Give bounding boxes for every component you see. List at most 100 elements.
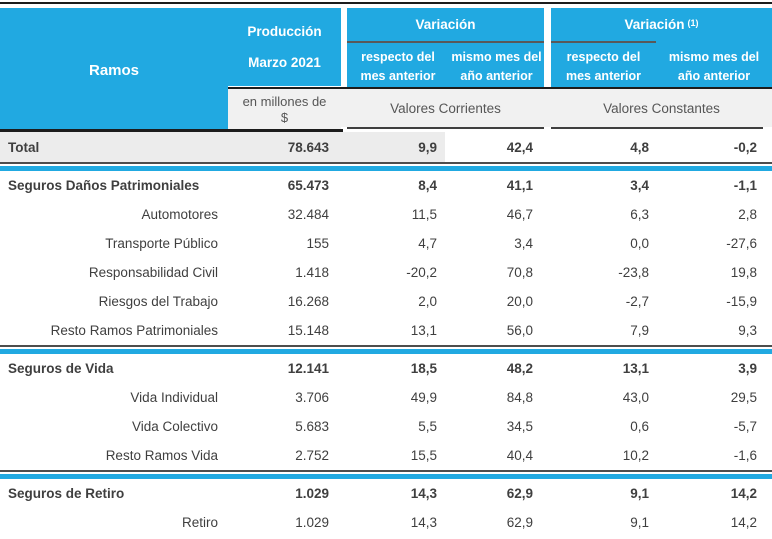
row-value: 46,7 <box>506 207 533 222</box>
divider-dark-line <box>0 162 772 164</box>
divider-dark-line <box>0 470 772 472</box>
row-label: Resto Ramos Vida <box>105 448 218 463</box>
variacion-underline <box>551 41 656 43</box>
row-label: Vida Colectivo <box>131 419 218 434</box>
row-label: Resto Ramos Patrimoniales <box>50 323 218 338</box>
row-value: 2,8 <box>738 207 757 222</box>
row-value: 155 <box>306 236 329 251</box>
unit-line1: en millones de <box>242 94 327 110</box>
row-value: 5,5 <box>418 419 437 434</box>
header-group-corrientes: Variación respecto del mes anterior mism… <box>347 8 544 88</box>
subcol-mismo-mes-anio-anterior: mismo mes del año anterior <box>449 46 544 88</box>
table-header: Ramos Producción Marzo 2021 Variación re… <box>0 0 772 132</box>
subcolumn-headers: respecto del mes anterior mismo mes del … <box>551 46 772 88</box>
row-value: 15,5 <box>410 448 437 463</box>
variacion-underline <box>347 41 544 43</box>
row-value: 70,8 <box>506 265 533 280</box>
row-value: 29,5 <box>730 390 757 405</box>
row-value: 20,0 <box>506 294 533 309</box>
subcol-line: respecto del <box>566 50 641 65</box>
subcol-respecto-mes-anterior: respecto del mes anterior <box>347 46 449 88</box>
row-value: 11,5 <box>411 207 437 222</box>
row-value: 3,9 <box>738 361 757 376</box>
header-ramos-label: Ramos <box>88 61 140 79</box>
divider-cyan-line <box>0 166 772 171</box>
row-value: 0,6 <box>630 419 649 434</box>
row-value: 19,8 <box>730 265 757 280</box>
row-value: 2.752 <box>295 448 329 463</box>
row-value: 2,0 <box>418 294 437 309</box>
table-row: Automotores 32.484 11,5 46,7 6,3 2,8 <box>0 200 772 229</box>
row-value: 18,5 <box>410 361 437 376</box>
header-produccion-line2: Marzo 2021 <box>248 55 321 70</box>
row-value: 62,9 <box>506 486 533 501</box>
row-value: 3,4 <box>514 236 533 251</box>
row-value: 32.484 <box>287 207 329 222</box>
header-unit: en millones de $ <box>228 89 341 131</box>
table-row: Seguros Daños Patrimoniales 65.473 8,4 41,1… <box>0 171 772 200</box>
row-value: -5,7 <box>733 419 757 434</box>
header-ramos: Ramos <box>0 8 228 132</box>
header-produccion: Producción Marzo 2021 <box>228 8 341 86</box>
variacion-title-text: Variación <box>624 16 685 32</box>
row-value: -0,2 <box>733 139 757 155</box>
subcol-line: año anterior <box>677 69 751 83</box>
row-value: 6,3 <box>630 207 649 222</box>
divider-cyan-line <box>0 349 772 354</box>
section-divider <box>0 470 772 479</box>
row-value: 84,8 <box>506 390 533 405</box>
table-row: Responsabilidad Civil 1.418 -20,2 70,8 -23,8… <box>0 258 772 287</box>
row-value: 8,4 <box>418 178 437 193</box>
valores-constantes-label: Valores Constantes <box>551 89 772 127</box>
row-value: 14,2 <box>730 515 757 530</box>
valores-constantes-underline <box>551 127 763 129</box>
row-value: -15,9 <box>726 294 757 309</box>
divider-dark-line <box>0 345 772 347</box>
table-row: Resto Ramos Patrimoniales 15.148 13,1 56,0 7… <box>0 316 772 345</box>
subcol-mismo-mes-anio-anterior: mismo mes del año anterior <box>656 46 772 88</box>
row-value: 9,1 <box>630 486 649 501</box>
table-row: Transporte Público 155 4,7 3,4 0,0 -27,6 <box>0 229 772 258</box>
subcol-line: mes anterior <box>565 69 642 83</box>
subcol-line: mismo mes del <box>451 50 542 65</box>
row-value: 14,3 <box>410 515 437 530</box>
header-variacion-constantes-title: Variación (1) <box>551 8 772 40</box>
row-value: 9,1 <box>630 515 649 530</box>
row-value: 34,5 <box>506 419 533 434</box>
unit-line2: $ <box>280 110 289 125</box>
row-value: 0,0 <box>630 236 649 251</box>
valores-text: Valores Corrientes <box>390 100 501 116</box>
row-value: 9,9 <box>418 139 437 155</box>
row-value: -20,2 <box>406 265 437 280</box>
divider-cyan-line <box>0 474 772 479</box>
table-row: Seguros de Retiro 1.029 14,3 62,9 9,1 14,2 <box>0 479 772 508</box>
row-label: Responsabilidad Civil <box>88 265 218 280</box>
subcol-line: respecto del <box>361 50 435 65</box>
row-label: Vida Individual <box>130 390 218 405</box>
row-value: 4,8 <box>630 139 649 155</box>
header-variacion-corrientes-title: Variación <box>347 8 544 40</box>
row-value: -23,8 <box>618 265 649 280</box>
row-label: Seguros de Vida <box>8 361 114 376</box>
row-label: Automotores <box>141 207 218 222</box>
variacion-footnote-marker: (1) <box>687 18 699 28</box>
subcol-line: año anterior <box>460 69 533 83</box>
table-row: Vida Individual 3.706 49,9 84,8 43,0 29,5 <box>0 383 772 412</box>
row-label: Seguros de Retiro <box>8 486 125 501</box>
table-row: Vida Colectivo 5.683 5,5 34,5 0,6 -5,7 <box>0 412 772 441</box>
row-value: 1.029 <box>295 486 329 501</box>
subcolumn-headers: respecto del mes anterior mismo mes del … <box>347 46 544 88</box>
table-row: Riesgos del Trabajo 16.268 2,0 20,0 -2,7 -15,… <box>0 287 772 316</box>
section-divider <box>0 345 772 354</box>
row-value: 56,0 <box>506 323 533 338</box>
subcol-respecto-mes-anterior: respecto del mes anterior <box>551 46 656 88</box>
row-value: 4,7 <box>418 236 437 251</box>
row-value: 1.029 <box>295 515 329 530</box>
row-value: -1,6 <box>733 448 757 463</box>
section-divider <box>0 162 772 171</box>
header-group-constantes: Variación (1) respecto del mes anterior … <box>551 8 772 88</box>
row-value: 13,1 <box>622 361 649 376</box>
row-value: 15.148 <box>287 323 329 338</box>
row-label: Transporte Público <box>105 236 218 251</box>
